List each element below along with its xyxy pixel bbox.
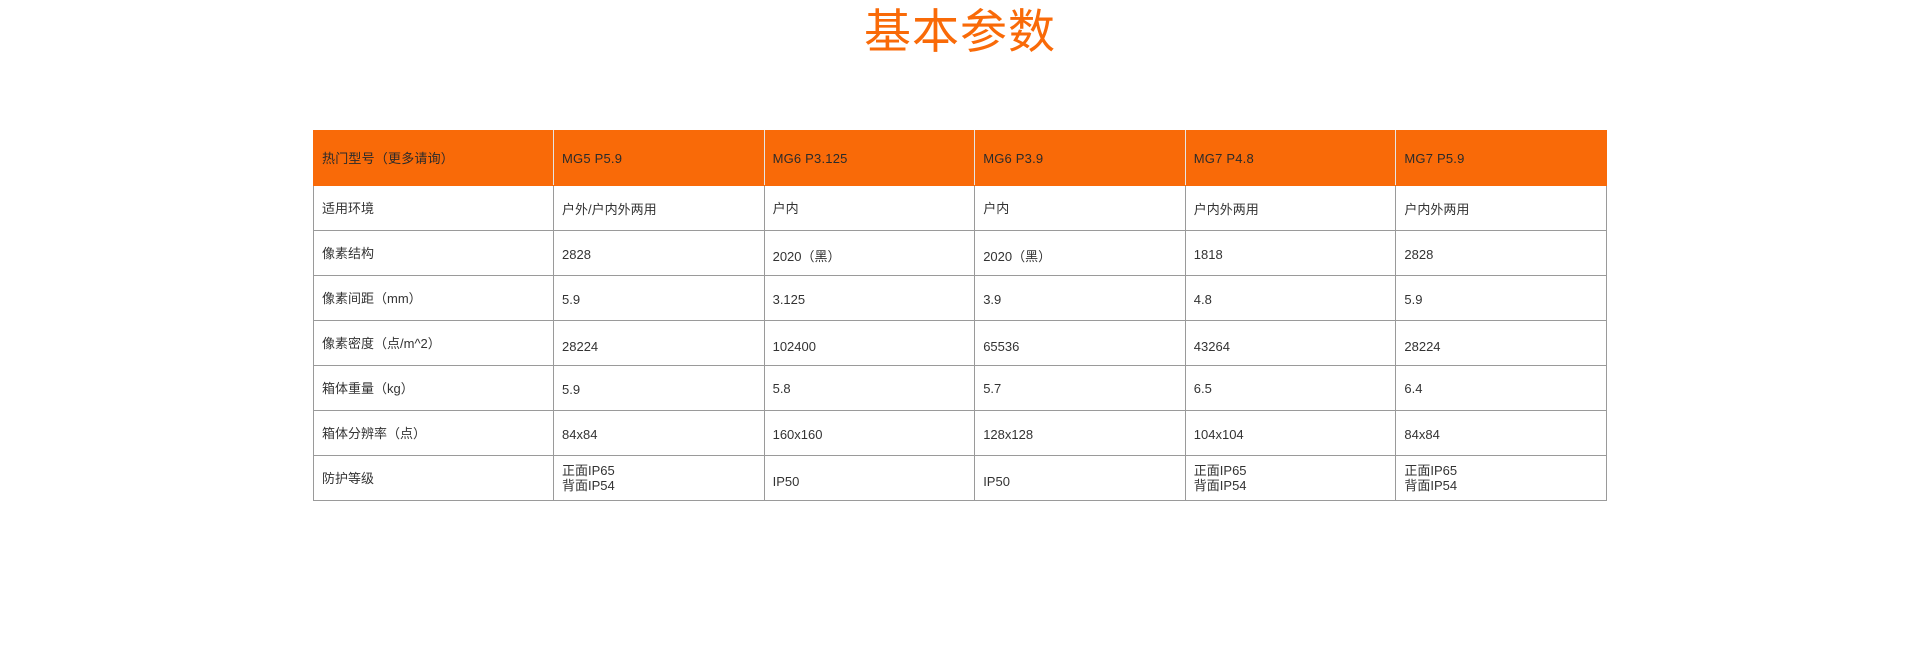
table-row: 像素密度（点/m^2） 28224 102400 65536 43264 282… [313,320,1607,366]
cell-text: 4.8 [1193,291,1212,307]
cell-cabinet-weight-mg7-p59: 6.4 [1395,365,1607,411]
cell-text: 84x84 [1404,426,1440,442]
cell-pixel-structure-mg7-p59: 2828 [1395,230,1607,276]
cell-text: 2020（黑） [983,248,1052,264]
cell-text: 户内外两用 [1404,201,1470,217]
cell-text: 3.9 [983,291,1002,307]
cell-cabinet-resolution-mg7-p48: 104x104 [1184,410,1397,456]
row-label-cabinet-weight: 箱体重量（kg） [313,365,554,411]
cell-text: 128x128 [983,426,1034,442]
cell-text: 6.4 [1404,380,1423,396]
cell-pixel-density-mg6-p39: 65536 [974,320,1186,366]
cell-text: 2828 [1404,246,1434,262]
cell-pixel-pitch-mg5-p59: 5.9 [553,275,765,321]
cell-pixel-structure-mg7-p48: 1818 [1184,230,1397,276]
cell-text: 5.9 [562,291,581,307]
cell-pixel-pitch-mg7-p48: 4.8 [1184,275,1397,321]
cell-text: 28224 [1404,338,1441,354]
row-label-pixel-structure: 像素结构 [313,230,554,276]
table-row: 像素间距（mm） 5.9 3.125 3.9 4.8 5.9 [313,275,1607,321]
cell-environment-mg6-p3125: 户内 [763,185,976,231]
table-header-row: 热门型号（更多请询） MG5 P5.9 MG6 P3.125 MG6 P3.9 … [313,130,1607,186]
column-header-model-label: 热门型号（更多请询） [313,130,554,186]
cell-text: 正面IP65 背面IP54 [1404,462,1458,493]
cell-text: 正面IP65 背面IP54 [562,462,615,493]
cell-text: 户内外两用 [1193,201,1259,217]
cell-text: 5.8 [772,380,791,396]
column-header-mg5-p59: MG5 P5.9 [553,130,765,186]
cell-cabinet-resolution-mg6-p3125: 160x160 [763,410,976,456]
cell-text: 28224 [562,338,599,354]
cell-pixel-density-mg5-p59: 28224 [553,320,765,366]
cell-text: 1818 [1193,246,1223,262]
cell-text: 104x104 [1193,426,1244,442]
row-label-environment: 适用环境 [313,185,554,231]
table-row: 像素结构 2828 2020（黑） 2020（黑） 1818 2828 [313,230,1607,276]
column-header-mg7-p48: MG7 P4.8 [1184,130,1397,186]
table-header: 热门型号（更多请询） MG5 P5.9 MG6 P3.125 MG6 P3.9 … [313,130,1607,186]
cell-text: 2020（黑） [772,248,841,264]
cell-text: 43264 [1193,338,1230,354]
cell-environment-mg6-p39: 户内 [974,185,1186,231]
cell-ip-rating-mg7-p48: 正面IP65 背面IP54 [1184,455,1397,501]
table-body: 适用环境 户外/户内外两用 户内 户内 户内外两用 户内外两用 像素结构 282… [313,185,1607,501]
cell-environment-mg5-p59: 户外/户内外两用 [553,185,765,231]
cell-text: 2828 [562,246,591,262]
cell-pixel-density-mg6-p3125: 102400 [763,320,976,366]
spec-table-container: 热门型号（更多请询） MG5 P5.9 MG6 P3.125 MG6 P3.9 … [313,130,1607,501]
cell-cabinet-weight-mg6-p3125: 5.8 [763,365,976,411]
row-label-cabinet-resolution: 箱体分辨率（点） [313,410,554,456]
cell-ip-rating-mg5-p59: 正面IP65 背面IP54 [553,455,765,501]
page-title: 基本参数 [864,5,1056,58]
row-label-ip-rating: 防护等级 [313,455,554,501]
cell-text: 84x84 [562,426,598,442]
cell-text: 户内 [772,200,799,216]
row-label-pixel-pitch: 像素间距（mm） [313,275,554,321]
cell-cabinet-weight-mg6-p39: 5.7 [974,365,1186,411]
cell-ip-rating-mg6-p3125: IP50 [763,455,976,501]
table-row: 防护等级 正面IP65 背面IP54 IP50 IP50 正面IP65 背面IP… [313,455,1607,501]
table-row: 箱体重量（kg） 5.9 5.8 5.7 6.5 6.4 [313,365,1607,411]
cell-text: 正面IP65 背面IP54 [1193,462,1247,493]
cell-ip-rating-mg6-p39: IP50 [974,455,1186,501]
specifications-table: 热门型号（更多请询） MG5 P5.9 MG6 P3.125 MG6 P3.9 … [313,130,1607,501]
cell-pixel-structure-mg6-p39: 2020（黑） [974,230,1186,276]
cell-pixel-pitch-mg6-p3125: 3.125 [763,275,976,321]
cell-text: 5.7 [983,380,1002,396]
cell-text: 5.9 [1404,291,1423,307]
cell-cabinet-resolution-mg5-p59: 84x84 [553,410,765,456]
cell-text: 160x160 [772,426,823,442]
cell-cabinet-resolution-mg6-p39: 128x128 [974,410,1186,456]
cell-cabinet-resolution-mg7-p59: 84x84 [1395,410,1607,456]
cell-text: 6.5 [1193,380,1212,396]
column-header-mg6-p3125: MG6 P3.125 [763,130,976,186]
column-header-mg7-p59: MG7 P5.9 [1395,130,1607,186]
cell-text: 3.125 [772,291,806,307]
cell-pixel-structure-mg6-p3125: 2020（黑） [763,230,976,276]
cell-text: 户外/户内外两用 [562,201,657,217]
cell-pixel-pitch-mg7-p59: 5.9 [1395,275,1607,321]
cell-text: IP50 [983,473,1010,489]
cell-pixel-pitch-mg6-p39: 3.9 [974,275,1186,321]
cell-environment-mg7-p59: 户内外两用 [1395,185,1607,231]
cell-ip-rating-mg7-p59: 正面IP65 背面IP54 [1395,455,1607,501]
cell-cabinet-weight-mg5-p59: 5.9 [553,365,765,411]
cell-environment-mg7-p48: 户内外两用 [1184,185,1397,231]
cell-cabinet-weight-mg7-p48: 6.5 [1184,365,1397,411]
cell-pixel-density-mg7-p59: 28224 [1395,320,1607,366]
cell-text: 5.9 [562,381,581,397]
cell-pixel-structure-mg5-p59: 2828 [553,230,765,276]
cell-pixel-density-mg7-p48: 43264 [1184,320,1397,366]
cell-text: IP50 [772,473,800,489]
table-row: 箱体分辨率（点） 84x84 160x160 128x128 104x104 8… [313,410,1607,456]
table-row: 适用环境 户外/户内外两用 户内 户内 户内外两用 户内外两用 [313,185,1607,231]
column-header-mg6-p39: MG6 P3.9 [974,130,1186,186]
cell-text: 户内 [983,200,1010,216]
row-label-pixel-density: 像素密度（点/m^2） [313,320,554,366]
cell-text: 102400 [772,338,816,354]
cell-text: 65536 [983,338,1020,354]
